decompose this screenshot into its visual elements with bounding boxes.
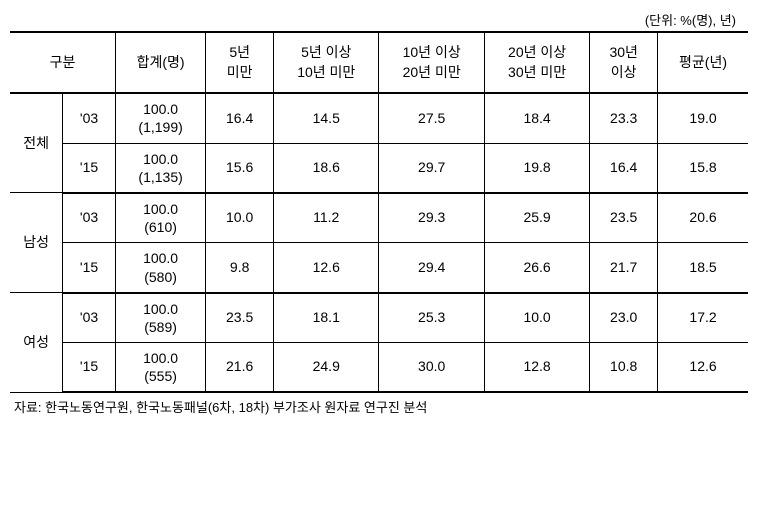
cell-year: '15 <box>63 343 116 393</box>
cell-year: '03 <box>63 293 116 343</box>
cell-avg: 15.8 <box>658 143 748 193</box>
cell-total: 100.0(610) <box>115 193 205 243</box>
table-body: 전체'03100.0(1,199)16.414.527.518.423.319.… <box>10 93 748 392</box>
cell-b2: 24.9 <box>274 343 379 393</box>
col-header-b5: 30년이상 <box>590 32 658 93</box>
cell-total: 100.0(1,199) <box>115 93 205 143</box>
col-header-gubun: 구분 <box>10 32 115 93</box>
cell-avg: 18.5 <box>658 243 748 293</box>
table-row: 전체'03100.0(1,199)16.414.527.518.423.319.… <box>10 93 748 143</box>
cell-b1: 16.4 <box>206 93 274 143</box>
cell-b2: 18.6 <box>274 143 379 193</box>
table-row: '15100.0(580)9.812.629.426.621.718.5 <box>10 243 748 293</box>
cell-b4: 19.8 <box>484 143 589 193</box>
cell-b3: 29.4 <box>379 243 484 293</box>
cell-b4: 12.8 <box>484 343 589 393</box>
cell-avg: 17.2 <box>658 293 748 343</box>
cell-b3: 29.7 <box>379 143 484 193</box>
data-table: 구분 합계(명) 5년미만 5년 이상10년 미만 10년 이상20년 미만 2… <box>10 31 748 393</box>
cell-avg: 12.6 <box>658 343 748 393</box>
cell-b3: 27.5 <box>379 93 484 143</box>
cell-year: '15 <box>63 243 116 293</box>
cell-b2: 12.6 <box>274 243 379 293</box>
cell-b3: 29.3 <box>379 193 484 243</box>
cell-b5: 23.3 <box>590 93 658 143</box>
cell-b4: 18.4 <box>484 93 589 143</box>
col-header-avg: 평균(년) <box>658 32 748 93</box>
cell-total: 100.0(1,135) <box>115 143 205 193</box>
group-label: 전체 <box>10 93 63 193</box>
unit-label: (단위: %(명), 년) <box>10 10 748 29</box>
cell-b2: 11.2 <box>274 193 379 243</box>
cell-year: '03 <box>63 193 116 243</box>
cell-b3: 30.0 <box>379 343 484 393</box>
cell-b1: 10.0 <box>206 193 274 243</box>
col-header-b2: 5년 이상10년 미만 <box>274 32 379 93</box>
col-header-b1: 5년미만 <box>206 32 274 93</box>
cell-b5: 16.4 <box>590 143 658 193</box>
cell-year: '15 <box>63 143 116 193</box>
cell-b1: 21.6 <box>206 343 274 393</box>
cell-b5: 10.8 <box>590 343 658 393</box>
col-header-b3: 10년 이상20년 미만 <box>379 32 484 93</box>
cell-b5: 23.5 <box>590 193 658 243</box>
cell-avg: 19.0 <box>658 93 748 143</box>
col-header-b4: 20년 이상30년 미만 <box>484 32 589 93</box>
cell-b4: 26.6 <box>484 243 589 293</box>
cell-b2: 18.1 <box>274 293 379 343</box>
group-label: 남성 <box>10 193 63 293</box>
group-label: 여성 <box>10 293 63 393</box>
header-row: 구분 합계(명) 5년미만 5년 이상10년 미만 10년 이상20년 미만 2… <box>10 32 748 93</box>
cell-avg: 20.6 <box>658 193 748 243</box>
table-row: 여성'03100.0(589)23.518.125.310.023.017.2 <box>10 293 748 343</box>
cell-year: '03 <box>63 93 116 143</box>
table-row: '15100.0(1,135)15.618.629.719.816.415.8 <box>10 143 748 193</box>
cell-b1: 23.5 <box>206 293 274 343</box>
cell-b2: 14.5 <box>274 93 379 143</box>
cell-b5: 23.0 <box>590 293 658 343</box>
cell-b1: 9.8 <box>206 243 274 293</box>
cell-b5: 21.7 <box>590 243 658 293</box>
cell-b1: 15.6 <box>206 143 274 193</box>
cell-b3: 25.3 <box>379 293 484 343</box>
table-row: '15100.0(555)21.624.930.012.810.812.6 <box>10 343 748 393</box>
cell-total: 100.0(589) <box>115 293 205 343</box>
table-row: 남성'03100.0(610)10.011.229.325.923.520.6 <box>10 193 748 243</box>
cell-b4: 25.9 <box>484 193 589 243</box>
col-header-total: 합계(명) <box>115 32 205 93</box>
cell-total: 100.0(580) <box>115 243 205 293</box>
source-note: 자료: 한국노동연구원, 한국노동패널(6차, 18차) 부가조사 원자료 연구… <box>10 397 748 416</box>
cell-b4: 10.0 <box>484 293 589 343</box>
cell-total: 100.0(555) <box>115 343 205 393</box>
